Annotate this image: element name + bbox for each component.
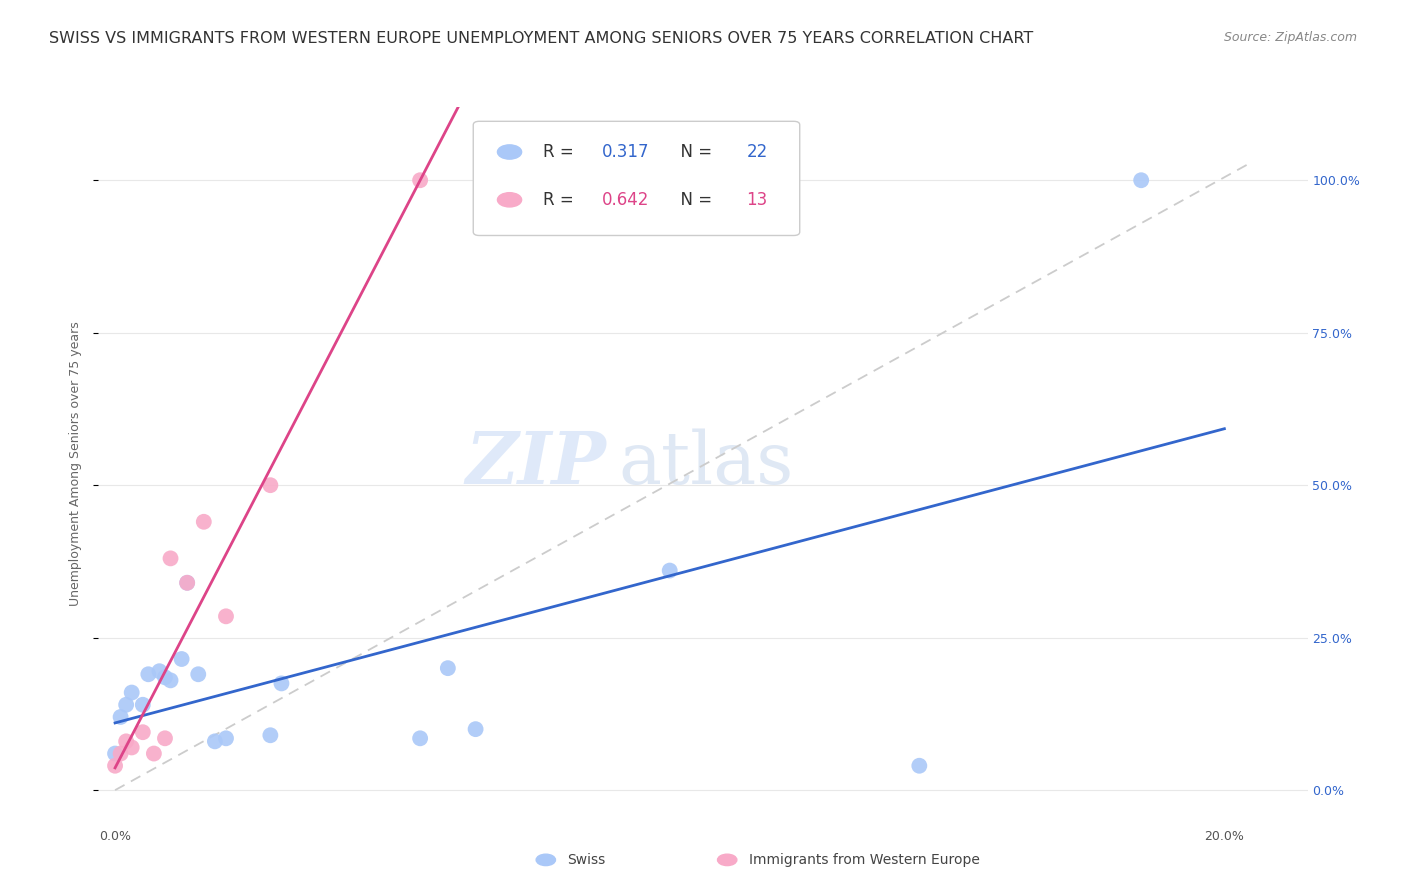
Text: Immigrants from Western Europe: Immigrants from Western Europe — [749, 853, 980, 867]
Point — [159, 673, 181, 688]
Circle shape — [536, 855, 555, 865]
Point — [104, 747, 127, 761]
Point — [658, 564, 681, 578]
Point — [259, 728, 281, 742]
Point — [104, 758, 127, 772]
Point — [1130, 173, 1153, 187]
Point — [176, 575, 198, 590]
Y-axis label: Unemployment Among Seniors over 75 years: Unemployment Among Seniors over 75 years — [69, 321, 82, 607]
Point — [409, 173, 432, 187]
Point — [110, 710, 132, 724]
Point — [437, 661, 460, 675]
Point — [215, 609, 238, 624]
Text: 0.642: 0.642 — [602, 191, 648, 209]
Text: SWISS VS IMMIGRANTS FROM WESTERN EUROPE UNEMPLOYMENT AMONG SENIORS OVER 75 YEARS: SWISS VS IMMIGRANTS FROM WESTERN EUROPE … — [49, 31, 1033, 46]
Text: N =: N = — [671, 143, 717, 161]
Point — [176, 575, 198, 590]
Point — [121, 685, 143, 699]
Point — [138, 667, 160, 681]
Text: Swiss: Swiss — [568, 853, 606, 867]
Point — [115, 734, 138, 748]
Circle shape — [498, 193, 522, 207]
Point — [110, 747, 132, 761]
Point — [153, 670, 176, 684]
Point — [132, 698, 155, 712]
Point — [187, 667, 209, 681]
Point — [270, 676, 292, 690]
Text: 0.317: 0.317 — [602, 143, 650, 161]
Text: 13: 13 — [747, 191, 768, 209]
Text: ZIP: ZIP — [465, 428, 606, 500]
Circle shape — [498, 145, 522, 159]
Point — [115, 698, 138, 712]
FancyBboxPatch shape — [474, 121, 800, 235]
Point — [148, 664, 170, 678]
Point — [204, 734, 226, 748]
Text: R =: R = — [543, 143, 579, 161]
Text: R =: R = — [543, 191, 579, 209]
Text: N =: N = — [671, 191, 717, 209]
Text: 22: 22 — [747, 143, 768, 161]
Point — [464, 722, 486, 736]
Point — [409, 731, 432, 746]
Circle shape — [717, 855, 737, 865]
Text: atlas: atlas — [619, 428, 794, 500]
Point — [259, 478, 281, 492]
Point — [159, 551, 181, 566]
Point — [132, 725, 155, 739]
Point — [908, 758, 931, 772]
Point — [215, 731, 238, 746]
Point — [121, 740, 143, 755]
Point — [170, 652, 193, 666]
Point — [193, 515, 215, 529]
Point — [142, 747, 165, 761]
Text: Source: ZipAtlas.com: Source: ZipAtlas.com — [1223, 31, 1357, 45]
Point — [153, 731, 176, 746]
